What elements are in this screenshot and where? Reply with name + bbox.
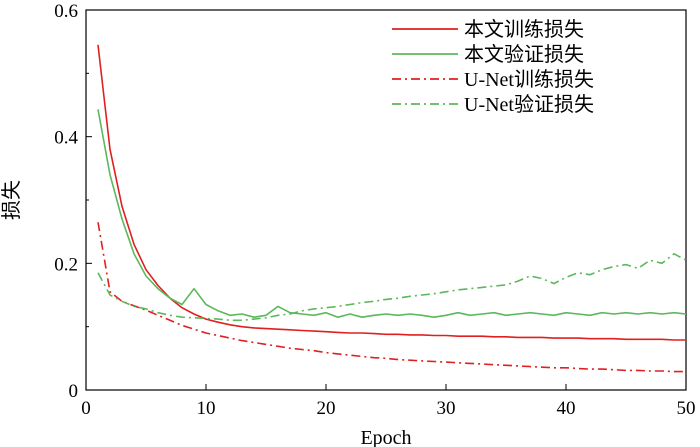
x-tick-label: 20 <box>317 398 336 419</box>
x-tick-label: 30 <box>437 398 456 419</box>
x-axis-label: Epoch <box>360 427 411 447</box>
series-line-3 <box>97 222 686 373</box>
series-line-2 <box>97 109 687 319</box>
x-tick-label: 40 <box>557 398 576 419</box>
y-tick-label: 0.4 <box>54 128 78 149</box>
legend-label-1: 本文训练损失 <box>464 18 584 41</box>
legend-label-2: 本文验证损失 <box>464 43 584 66</box>
plot-area <box>85 9 687 391</box>
y-tick-label: 0 <box>69 381 79 402</box>
y-axis-label: 损失 <box>0 180 23 220</box>
x-tick-label: 10 <box>197 398 216 419</box>
plot-frame <box>85 9 687 391</box>
y-tick-label: 0.2 <box>54 254 78 275</box>
series-line-1 <box>97 44 686 341</box>
legend-label-3: U-Net训练损失 <box>464 68 594 91</box>
x-tick-label: 0 <box>81 398 91 419</box>
x-tick-label: 50 <box>677 398 696 419</box>
series-layer <box>97 44 687 373</box>
axis-ticks: 0 10 20 30 40 50 0 0.2 0.4 0.6 <box>54 1 695 419</box>
series-line-4 <box>97 253 687 322</box>
y-tick-label: 0.6 <box>54 1 78 22</box>
legend-label-4: U-Net验证损失 <box>464 93 594 116</box>
